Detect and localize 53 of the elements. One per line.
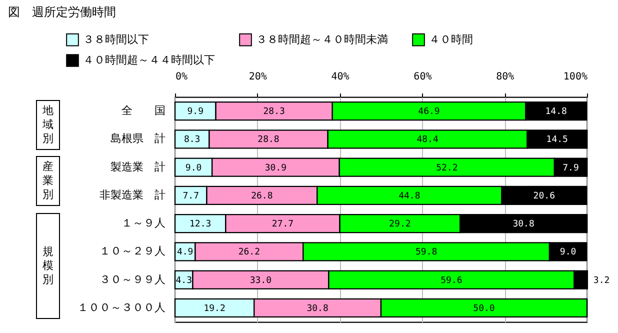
data-label: 33.0 [250, 276, 272, 286]
y-tick-label: １～９人 [122, 216, 166, 230]
text: 地域別 [42, 104, 54, 146]
y-tick-label: 製造業 計 [110, 160, 166, 174]
data-label: 44.8 [398, 191, 420, 202]
data-label: 30.9 [264, 163, 287, 174]
legend-label: ３８時間超～４０時間未満 [256, 32, 388, 46]
text: 図 週所定労働時間 [8, 4, 116, 21]
data-label: 28.3 [263, 107, 285, 118]
x-tick-label: 60% [414, 72, 432, 82]
data-label: 7.9 [562, 163, 579, 174]
data-label: 27.7 [272, 220, 294, 230]
data-label: 30.8 [512, 220, 534, 230]
y-tick-label: ３０～９９人 [100, 272, 166, 286]
data-label: 4.3 [176, 276, 192, 286]
data-label: 52.2 [436, 163, 458, 174]
data-label: 9.0 [560, 248, 576, 258]
data-label: 28.8 [258, 135, 280, 146]
data-label: 26.2 [238, 248, 260, 258]
data-label: 9.0 [185, 163, 202, 174]
x-tick-label: 20% [248, 72, 267, 82]
data-label: 12.3 [189, 220, 212, 230]
data-label: 29.2 [389, 220, 411, 230]
data-label: 30.8 [306, 304, 328, 314]
data-label: 59.8 [415, 248, 438, 258]
data-label: 8.3 [184, 135, 200, 146]
data-label: 4.9 [176, 248, 194, 258]
data-label: 46.9 [418, 107, 440, 118]
data-label: 48.4 [416, 135, 438, 146]
data-label: 20.6 [533, 191, 555, 202]
y-tick-label: 全 国 [122, 104, 166, 118]
data-label: 19.2 [204, 304, 226, 314]
data-label: 14.8 [545, 107, 567, 118]
data-label: 59.6 [440, 276, 462, 286]
y-tick-label: １０～２９人 [100, 244, 166, 258]
x-tick-label: 40% [331, 72, 350, 82]
legend-label: ３８時間以下 [83, 32, 149, 46]
data-label: 7.7 [182, 191, 199, 202]
data-label: 50.0 [473, 304, 495, 314]
legend-label: ４０時間超～４４時間以下 [83, 54, 215, 66]
text: 産業別 [42, 160, 54, 202]
y-tick-label: 非製造業 計 [100, 188, 166, 202]
data-label: 26.8 [251, 191, 273, 202]
x-tick-label: 0% [176, 72, 188, 82]
legend-label: ４０時間 [429, 32, 473, 46]
data-label: 3.2 [593, 276, 610, 286]
y-tick-label: １００～３００人 [78, 300, 166, 314]
text: 規模別 [42, 244, 54, 287]
data-label: 14.5 [546, 135, 568, 146]
x-tick-label: 80% [496, 72, 514, 82]
y-tick-label: 島根県 計 [110, 132, 166, 146]
x-tick-label: 100% [563, 72, 588, 82]
data-label: 9.9 [187, 107, 204, 118]
